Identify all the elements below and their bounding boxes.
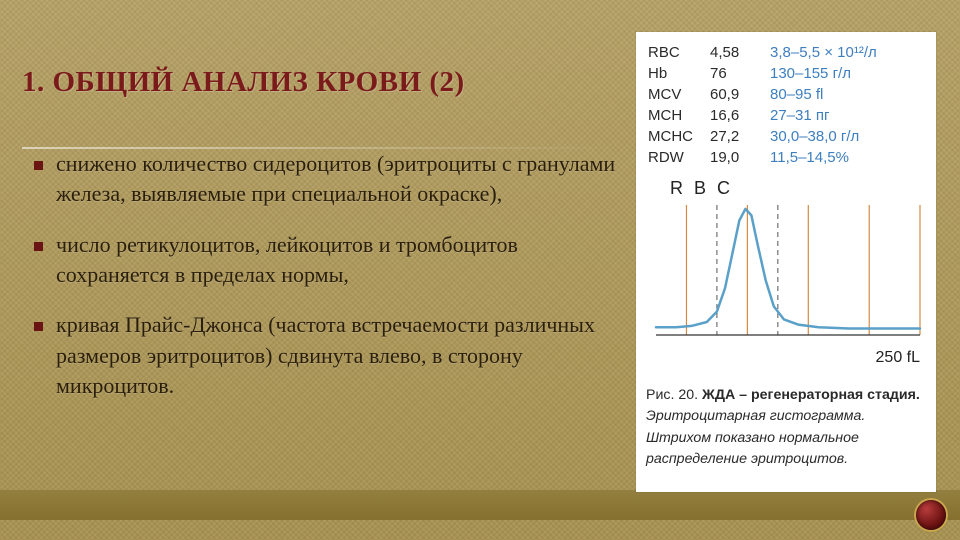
lab-value: 27,2 [708,126,768,147]
slide-title: 1. ОБЩИЙ АНАЛИЗ КРОВИ (2) [22,66,626,99]
table-row: MCV 60,9 80–95 fl [646,84,926,105]
bullet-item: число ретикулоцитов, лейкоцитов и тромбо… [32,230,626,291]
chart-region: R B C 250 fL [646,178,926,367]
chart-label: R B C [670,178,926,199]
right-column: RBC 4,58 3,8–5,5 × 10¹²/л Hb 76 130–155 … [636,46,938,540]
lab-range: 130–155 г/л [768,63,926,84]
caption-title: ЖДА – регенераторная стадия. [702,387,920,403]
caption-figure-number: Рис. 20. [646,387,698,403]
lab-range: 30,0–38,0 г/л [768,126,926,147]
lab-value: 4,58 [708,42,768,63]
table-row: MCHC 27,2 30,0–38,0 г/л [646,126,926,147]
lab-param: RBC [646,42,708,63]
lab-param: MCH [646,105,708,126]
lab-value: 19,0 [708,147,768,168]
x-axis-label: 250 fL [646,349,920,367]
lab-range: 27–31 пг [768,105,926,126]
bullet-list: снижено количество сидероцитов (эритроци… [32,149,626,402]
table-row: MCH 16,6 27–31 пг [646,105,926,126]
lab-param: RDW [646,147,708,168]
lab-param: MCV [646,84,708,105]
bullet-item: снижено количество сидероцитов (эритроци… [32,149,626,210]
corner-ornament-icon [916,500,946,530]
slide-content: 1. ОБЩИЙ АНАЛИЗ КРОВИ (2) снижено количе… [0,0,960,540]
table-row: Hb 76 130–155 г/л [646,63,926,84]
figure-caption: Рис. 20. ЖДА – регенераторная стадия. Эр… [646,385,926,470]
lab-range: 11,5–14,5% [768,147,926,168]
lab-table: RBC 4,58 3,8–5,5 × 10¹²/л Hb 76 130–155 … [646,42,926,168]
table-row: RBC 4,58 3,8–5,5 × 10¹²/л [646,42,926,63]
left-column: 1. ОБЩИЙ АНАЛИЗ КРОВИ (2) снижено количе… [22,46,636,540]
bullet-item: кривая Прайс-Джонса (частота встречаемос… [32,310,626,401]
rbc-histogram-chart [646,199,926,349]
lab-param: MCHC [646,126,708,147]
lab-range: 3,8–5,5 × 10¹²/л [768,42,926,63]
lab-value: 16,6 [708,105,768,126]
table-row: RDW 19,0 11,5–14,5% [646,147,926,168]
lab-value: 76 [708,63,768,84]
lab-param: Hb [646,63,708,84]
lab-range: 80–95 fl [768,84,926,105]
caption-body: Эритроцитарная гистограмма. Штрихом пока… [646,408,865,467]
lab-value: 60,9 [708,84,768,105]
inset-panel: RBC 4,58 3,8–5,5 × 10¹²/л Hb 76 130–155 … [636,32,936,492]
